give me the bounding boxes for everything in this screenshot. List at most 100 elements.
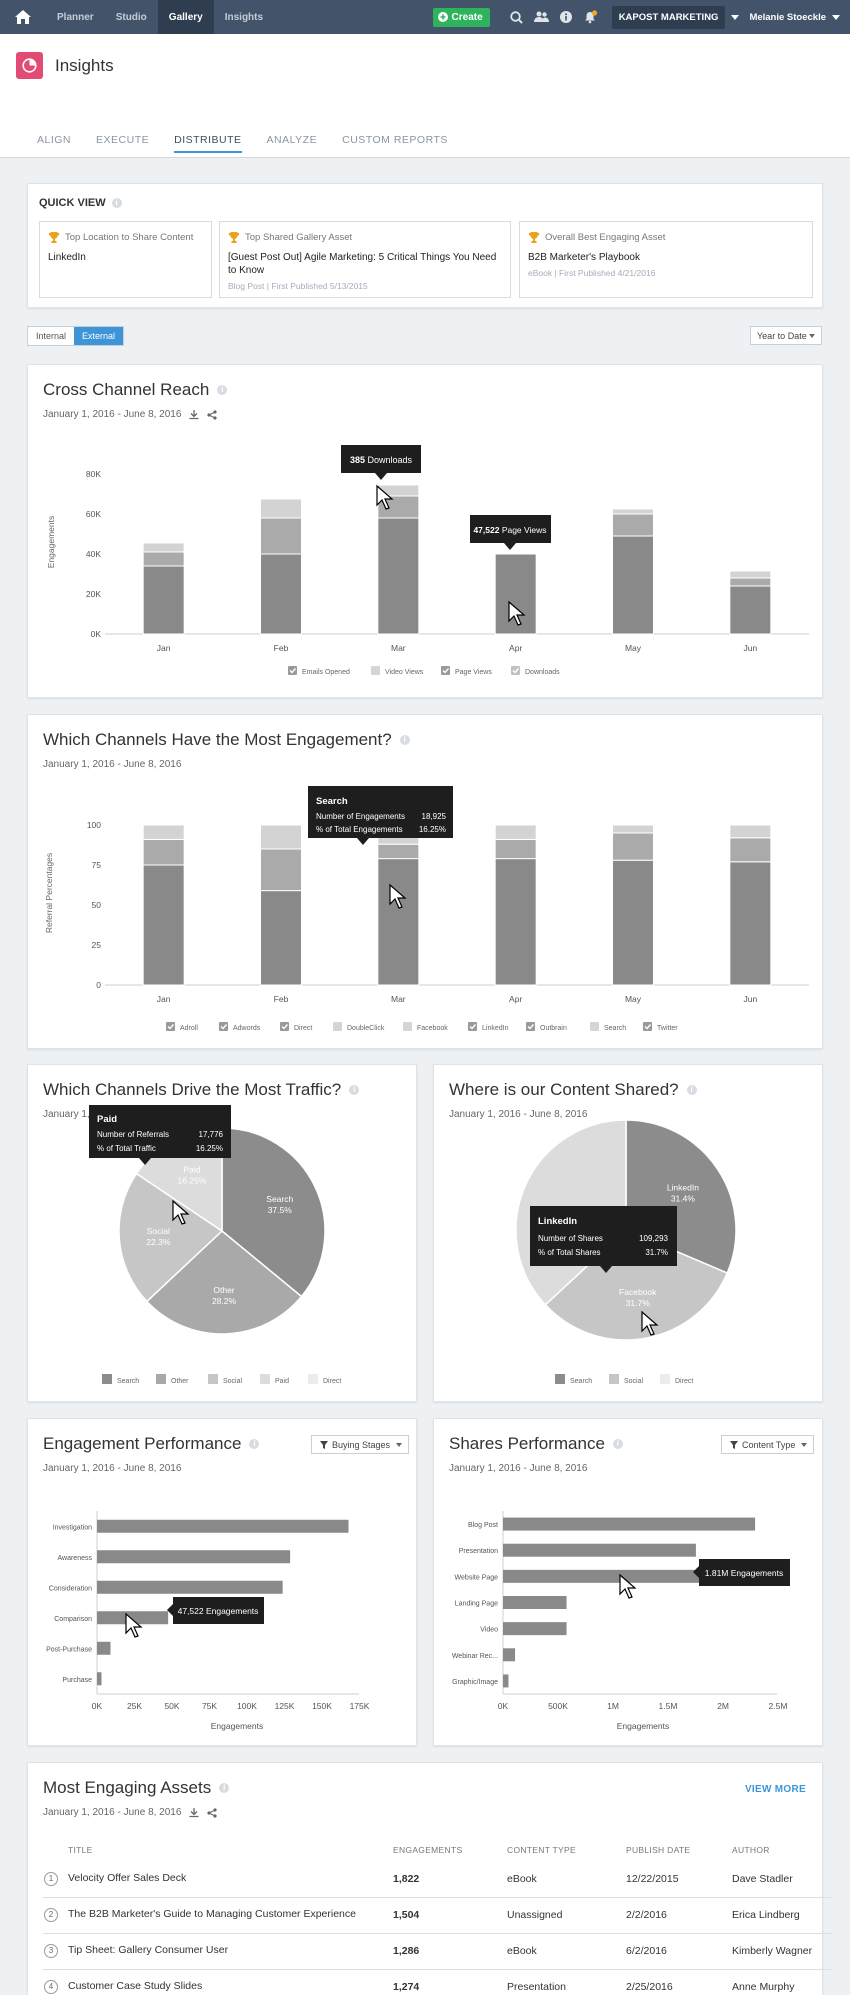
bar-segment[interactable]: [260, 824, 302, 850]
bar-segment[interactable]: [612, 508, 654, 515]
info-icon[interactable]: i: [249, 1439, 260, 1449]
checkbox[interactable]: [468, 1022, 477, 1031]
people-button[interactable]: [529, 11, 554, 23]
bar-segment[interactable]: [260, 848, 302, 892]
user-menu[interactable]: Melanie Stoeckle: [749, 12, 850, 23]
bar[interactable]: [503, 1543, 696, 1557]
bar[interactable]: [503, 1569, 702, 1583]
tab-distribute[interactable]: DISTRIBUTE: [174, 134, 242, 153]
tab-custom-reports[interactable]: CUSTOM REPORTS: [342, 134, 448, 146]
legend-checkbox[interactable]: [441, 666, 450, 675]
toggle-external[interactable]: External: [74, 327, 124, 345]
toggle-internal[interactable]: Internal: [28, 327, 75, 345]
bar[interactable]: [97, 1641, 111, 1655]
table-row[interactable]: 4 Customer Case Study Slides 1,274 Presen…: [43, 1969, 833, 1995]
pie-slice[interactable]: [145, 1230, 303, 1335]
tab-execute[interactable]: EXECUTE: [96, 134, 150, 146]
nav-insights[interactable]: Insights: [224, 11, 264, 23]
bar-segment[interactable]: [142, 542, 185, 553]
buying-stages-filter[interactable]: Buying Stages: [311, 1435, 410, 1454]
tab-analyze[interactable]: ANALYZE: [266, 134, 318, 146]
table-row[interactable]: 3 Tip Sheet: Gallery Consumer User 1,286 …: [43, 1933, 833, 1970]
bar-segment[interactable]: [612, 832, 654, 861]
bar-segment[interactable]: [494, 858, 537, 986]
checkbox[interactable]: [219, 1022, 228, 1031]
bar[interactable]: [503, 1517, 756, 1531]
bar[interactable]: [503, 1596, 567, 1609]
quick-view-item[interactable]: Top Shared Gallery Asset [Guest Post Out…: [219, 221, 511, 298]
legend-checkbox[interactable]: [371, 666, 380, 675]
share-icon[interactable]: [207, 1807, 218, 1818]
bar[interactable]: [97, 1519, 349, 1533]
checkbox[interactable]: [280, 1022, 289, 1031]
bar-segment[interactable]: [142, 565, 185, 635]
legend-checkbox[interactable]: [288, 666, 297, 675]
checkbox[interactable]: [526, 1022, 535, 1031]
asset-title[interactable]: Velocity Offer Sales Deck: [68, 1871, 187, 1884]
bar[interactable]: [503, 1648, 516, 1662]
table-row[interactable]: 2 The B2B Marketer's Guide to Managing Cu…: [43, 1897, 833, 1934]
bar[interactable]: [97, 1672, 102, 1686]
info-icon[interactable]: i: [219, 1783, 230, 1793]
bar[interactable]: [97, 1580, 283, 1594]
info-icon[interactable]: i: [111, 198, 122, 208]
bar-segment[interactable]: [729, 861, 772, 986]
bar[interactable]: [97, 1611, 169, 1625]
bar[interactable]: [503, 1622, 567, 1636]
checkbox[interactable]: [590, 1022, 599, 1031]
bar-segment[interactable]: [142, 551, 185, 567]
download-icon[interactable]: [189, 1807, 199, 1818]
view-more-link[interactable]: VIEW MORE: [744, 1784, 806, 1795]
bar-segment[interactable]: [260, 553, 302, 635]
column-header[interactable]: ENGAGEMENTS: [393, 1845, 463, 1855]
info-icon[interactable]: i: [217, 385, 228, 395]
notifications-button[interactable]: [579, 10, 604, 24]
nav-studio[interactable]: Studio: [115, 11, 147, 23]
bar[interactable]: [97, 1550, 291, 1564]
bar-segment[interactable]: [377, 517, 420, 635]
workspace-selector[interactable]: KAPOST MARKETING: [611, 5, 726, 29]
bar-segment[interactable]: [260, 890, 302, 986]
bar-segment[interactable]: [729, 577, 772, 587]
asset-title[interactable]: Tip Sheet: Gallery Consumer User: [68, 1944, 229, 1956]
checkbox[interactable]: [643, 1022, 652, 1031]
bar-segment[interactable]: [142, 864, 185, 986]
info-icon[interactable]: i: [612, 1439, 623, 1449]
search-button[interactable]: [504, 10, 529, 24]
pie-slice[interactable]: [221, 1127, 326, 1298]
create-button[interactable]: Create: [432, 7, 490, 27]
info-icon[interactable]: i: [349, 1085, 360, 1095]
bar-segment[interactable]: [142, 838, 185, 866]
bar-segment[interactable]: [729, 585, 772, 635]
bar-segment[interactable]: [612, 535, 654, 635]
nav-planner[interactable]: Planner: [57, 11, 94, 23]
column-header[interactable]: PUBLISH DATE: [626, 1845, 691, 1855]
bar-segment[interactable]: [729, 837, 772, 863]
bar-segment[interactable]: [377, 843, 420, 860]
pie-slice[interactable]: [544, 1229, 729, 1341]
bar-segment[interactable]: [260, 517, 302, 555]
checkbox[interactable]: [166, 1022, 175, 1031]
column-header[interactable]: TITLE: [68, 1845, 93, 1855]
bar-segment[interactable]: [377, 858, 420, 986]
bar-segment[interactable]: [612, 859, 654, 986]
info-button[interactable]: [554, 11, 579, 23]
chevron-down-icon[interactable]: [731, 14, 740, 20]
info-icon[interactable]: i: [399, 735, 410, 745]
bar-segment[interactable]: [494, 838, 537, 860]
home-button[interactable]: [0, 0, 46, 34]
checkbox[interactable]: [333, 1022, 342, 1031]
download-icon[interactable]: [189, 409, 199, 420]
quick-view-item[interactable]: Overall Best Engaging Asset B2B Marketer…: [519, 221, 813, 298]
nav-gallery[interactable]: Gallery: [157, 0, 214, 34]
bar-segment[interactable]: [142, 824, 185, 840]
legend-checkbox[interactable]: [511, 666, 520, 675]
content-type-filter[interactable]: Content Type: [721, 1435, 815, 1454]
column-header[interactable]: CONTENT TYPE: [507, 1845, 576, 1855]
bar[interactable]: [503, 1674, 509, 1688]
checkbox[interactable]: [403, 1022, 412, 1031]
quick-view-item[interactable]: Top Location to Share Content LinkedIn: [39, 221, 212, 298]
bar-segment[interactable]: [612, 824, 654, 834]
bar-segment[interactable]: [260, 498, 302, 519]
date-range-select[interactable]: Year to Date: [750, 326, 822, 345]
